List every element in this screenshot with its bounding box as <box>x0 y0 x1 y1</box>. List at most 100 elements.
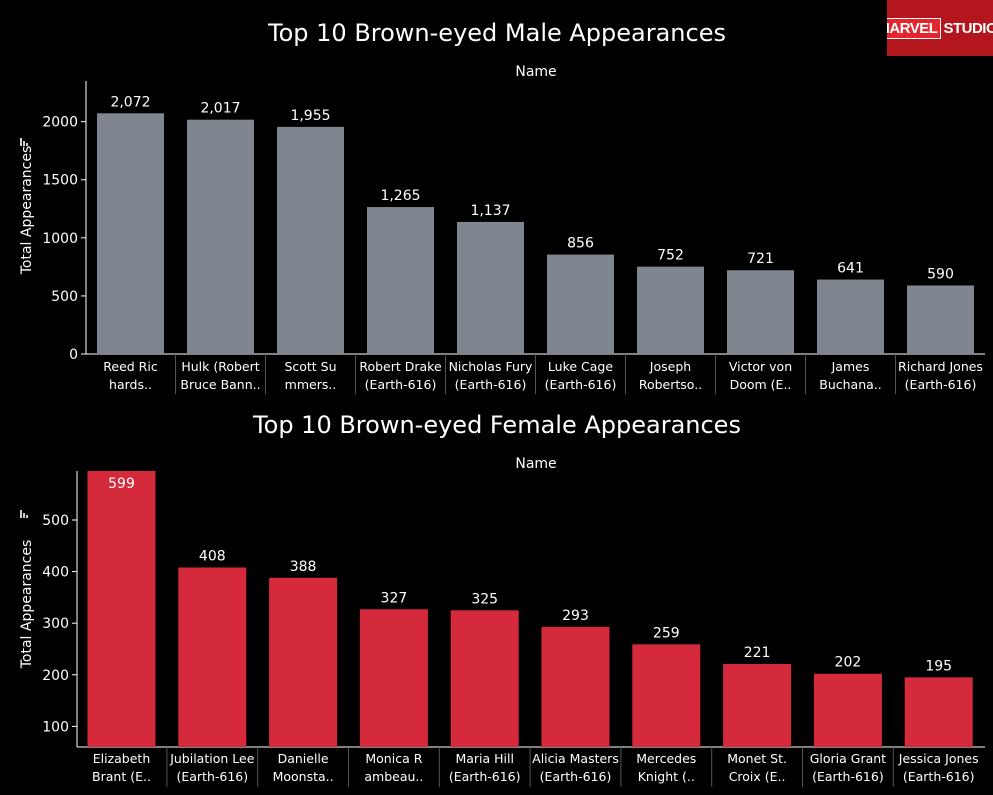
x-tick-label: Monet St. <box>727 751 787 766</box>
bar-value-label: 408 <box>199 548 226 564</box>
bar-value-label: 327 <box>381 590 408 606</box>
bar <box>178 567 247 747</box>
x-tick-label: (Earth-616) <box>540 769 612 784</box>
column-header: Name <box>515 64 556 80</box>
bar <box>359 609 428 747</box>
x-tick-label: (Earth-616) <box>365 377 437 392</box>
bar <box>547 254 614 354</box>
column-header: Name <box>515 456 556 472</box>
bar <box>277 126 344 354</box>
x-tick-label: Moonsta.. <box>273 769 334 784</box>
x-tick-label: mmers.. <box>285 377 337 392</box>
x-tick-label: Joseph <box>649 359 691 374</box>
x-tick-label: Jessica Jones <box>898 751 979 766</box>
x-tick-label: Croix (E.. <box>729 769 786 784</box>
bar <box>723 663 792 747</box>
y-tick-label: 400 <box>42 565 69 581</box>
x-tick-label: Danielle <box>278 751 329 766</box>
x-tick-label: (Earth-616) <box>905 377 977 392</box>
bar <box>269 577 338 747</box>
x-tick-label: Jubilation Lee <box>169 751 255 766</box>
bar <box>541 626 610 747</box>
y-tick-label: 1500 <box>42 173 78 189</box>
bar-value-label: 1,137 <box>470 203 510 219</box>
bar-value-label: 856 <box>567 236 594 252</box>
x-tick-label: (Earth-616) <box>545 377 617 392</box>
x-tick-label: Richard Jones <box>898 359 983 374</box>
x-tick-label: Maria Hill <box>455 751 514 766</box>
bar <box>632 644 701 747</box>
marvel-studios-logo: MARVEL STUDIOS <box>887 0 993 56</box>
bar-value-label: 325 <box>471 591 498 607</box>
x-tick-label: Robertso.. <box>639 377 702 392</box>
bar <box>367 207 434 354</box>
bar-value-label: 195 <box>925 658 952 674</box>
bar-value-label: 752 <box>657 248 684 264</box>
x-tick-label: Robert Drake <box>359 359 442 374</box>
bar-value-label: 293 <box>562 608 589 624</box>
x-tick-label: Victor von <box>729 359 792 374</box>
y-axis-label: Total Appearances <box>19 146 35 276</box>
x-tick-label: (Earth-616) <box>455 377 527 392</box>
sort-icon <box>23 141 25 146</box>
bar-value-label: 388 <box>290 559 317 575</box>
x-tick-label: Gloria Grant <box>810 751 886 766</box>
x-tick-label: Doom (E.. <box>730 377 792 392</box>
bar <box>813 673 882 747</box>
x-tick-label: Monica R <box>365 751 422 766</box>
bar <box>97 113 164 354</box>
x-tick-label: Luke Cage <box>548 359 613 374</box>
sort-icon <box>20 510 22 518</box>
x-tick-label: Brant (E.. <box>92 769 151 784</box>
bar-value-label: 1,265 <box>380 188 420 204</box>
x-tick-label: Buchana.. <box>819 377 881 392</box>
y-tick-label: 300 <box>42 616 69 632</box>
x-tick-label: James <box>831 359 870 374</box>
x-tick-label: Mercedes <box>636 751 696 766</box>
bar <box>817 279 884 354</box>
bar-value-label: 1,955 <box>290 108 330 124</box>
bar <box>904 677 973 747</box>
bar <box>187 119 254 354</box>
sort-icon <box>26 143 28 146</box>
bar-value-label: 721 <box>747 251 774 267</box>
x-tick-label: ambeau.. <box>364 769 423 784</box>
x-tick-label: (Earth-616) <box>449 769 521 784</box>
bar-value-label: 590 <box>927 266 954 282</box>
x-tick-label: Reed Ric <box>103 359 158 374</box>
x-tick-label: hards.. <box>109 377 152 392</box>
x-tick-label: (Earth-616) <box>903 769 975 784</box>
x-tick-label: Knight (.. <box>638 769 695 784</box>
bar <box>637 266 704 354</box>
y-axis-label: Total Appearances <box>19 540 35 670</box>
bar <box>907 285 974 354</box>
y-tick-label: 500 <box>42 513 69 529</box>
y-tick-label: 0 <box>69 347 78 363</box>
chart-title: Top 10 Brown-eyed Male Appearances <box>267 19 726 47</box>
logo-studios-word: STUDIOS <box>943 19 993 37</box>
sort-icon <box>23 513 25 518</box>
bar-value-label: 2,072 <box>110 94 150 110</box>
bar <box>457 221 524 354</box>
y-tick-label: 2000 <box>42 115 78 131</box>
x-tick-label: (Earth-616) <box>812 769 884 784</box>
y-tick-label: 1000 <box>42 231 78 247</box>
x-tick-label: Elizabeth <box>93 751 151 766</box>
chart-title: Top 10 Brown-eyed Female Appearances <box>252 411 741 439</box>
y-tick-label: 500 <box>51 289 78 305</box>
bar <box>87 471 156 747</box>
bar <box>450 610 519 747</box>
bar-value-label: 221 <box>744 645 771 661</box>
y-tick-label: 100 <box>42 719 69 735</box>
sort-icon <box>26 515 28 518</box>
bar-value-label: 2,017 <box>200 101 240 117</box>
y-tick-label: 200 <box>42 668 69 684</box>
x-tick-label: Nicholas Fury <box>449 359 533 374</box>
logo-marvel-word: MARVEL <box>887 17 942 39</box>
bar-value-label: 599 <box>108 476 135 492</box>
x-tick-label: Bruce Bann.. <box>180 377 260 392</box>
bar <box>727 270 794 354</box>
x-tick-label: (Earth-616) <box>176 769 248 784</box>
bar-value-label: 641 <box>837 261 864 277</box>
